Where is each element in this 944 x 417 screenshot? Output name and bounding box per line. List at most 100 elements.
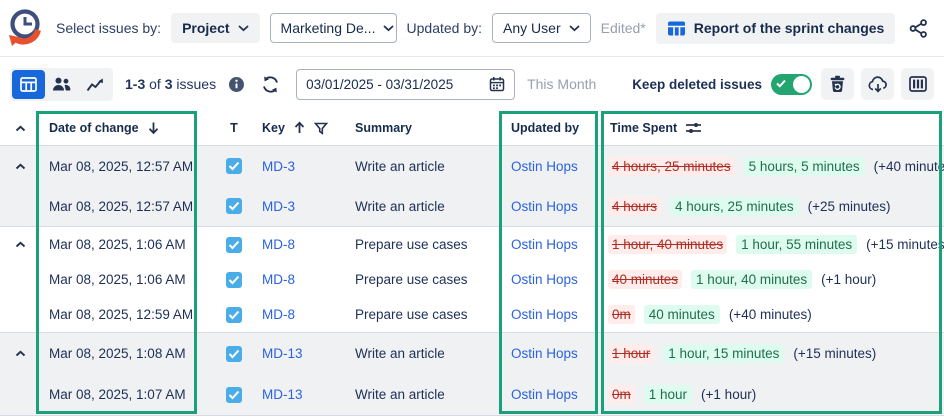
collapse-group-button[interactable] [11,346,30,361]
issue-key-link[interactable]: MD-3 [262,198,295,214]
issue-summary: Prepare use cases [355,272,468,287]
issue-group-md-3: Mar 08, 2025, 12:57 AM MD-3 Write an art… [0,146,944,227]
chart-view-button[interactable] [78,70,111,99]
task-type-icon[interactable] [226,158,242,174]
issue-key-link[interactable]: MD-13 [262,346,303,361]
date-of-change: Mar 08, 2025, 1:06 AM [49,237,186,252]
filter-icon [313,122,328,135]
chevron-up-icon [15,125,25,131]
date-of-change: Mar 08, 2025, 12:59 AM [49,307,194,322]
issue-key-link[interactable]: MD-8 [262,272,295,287]
date-of-change: Mar 08, 2025, 12:57 AM [49,158,194,174]
task-type-icon[interactable] [226,236,242,253]
updated-by-link[interactable]: Ostin Hops [511,346,578,361]
old-time-value: 4 hours, 25 minutes [608,156,735,176]
header-time-spent[interactable]: Time Spent [605,121,944,135]
updated-by-dropdown[interactable]: Any User [492,13,591,43]
header-summary[interactable]: Summary [355,121,412,135]
keep-deleted-label: Keep deleted issues [632,76,762,92]
info-icon[interactable] [228,76,245,93]
issue-summary: Prepare use cases [355,237,468,252]
changes-table: Date of change T Key Summary Updated by … [0,111,944,416]
new-time-value: 5 hours, 5 minutes [743,156,865,176]
time-delta: (+1 hour) [701,387,757,402]
toolbar-actions [905,14,944,42]
header-updated-by[interactable]: Updated by [511,121,580,135]
period-label: This Month [527,76,597,92]
collapse-group-button[interactable] [11,237,30,252]
sort-asc-icon [294,121,305,133]
chevron-up-icon [15,350,25,357]
chevron-up-icon [15,163,25,169]
restore-deleted-button[interactable] [821,68,854,100]
report-name-button[interactable]: Report of the sprint changes [655,12,896,44]
old-time-value: 1 hour [608,344,655,363]
manage-columns-button[interactable] [901,68,934,100]
export-download-button[interactable] [861,68,894,100]
line-chart-icon [86,78,103,91]
users-icon [53,77,71,91]
time-delta: (+1 hour) [821,272,877,287]
refresh-icon [263,75,278,93]
table-view-button[interactable] [12,69,45,99]
time-delta: (+25 minutes) [807,198,891,214]
issue-summary: Write an article [355,158,445,174]
time-delta: (+40 minutes) [728,307,812,322]
top-toolbar: Select issues by: Project Marketing De..… [0,0,944,57]
issue-key-link[interactable]: MD-8 [262,237,295,252]
edited-status: Edited* [600,20,646,36]
time-spent-cell: 0m 1 hour (+1 hour) [605,385,944,404]
table-header-row: Date of change T Key Summary Updated by … [0,111,944,146]
check-icon [776,79,786,88]
keep-deleted-toggle[interactable] [771,73,812,95]
old-time-value: 0m [608,385,635,404]
updated-by-link[interactable]: Ostin Hops [511,307,578,322]
issue-source-dropdown[interactable]: Project [171,13,260,43]
view-switcher [10,67,113,101]
header-type[interactable]: T [230,121,238,135]
date-range-input[interactable]: 03/01/2025 - 03/31/2025 [296,68,516,100]
collapse-all-button[interactable] [11,121,30,136]
task-type-icon[interactable] [226,306,242,323]
time-delta: (+15 minutes) [793,346,877,361]
task-type-icon[interactable] [226,386,242,403]
date-of-change: Mar 08, 2025, 1:06 AM [49,272,186,287]
task-type-icon[interactable] [226,198,242,214]
chevron-up-icon [15,241,25,248]
updated-by-label: Updated by: [406,20,483,36]
updated-by-link[interactable]: Ostin Hops [511,158,578,174]
share-button[interactable] [905,15,932,42]
header-date-of-change[interactable]: Date of change [40,121,212,135]
table-row: Mar 08, 2025, 1:06 AM MD-8 Prepare use c… [0,262,944,297]
trash-restore-icon [830,75,845,93]
updated-by-link[interactable]: Ostin Hops [511,387,578,402]
table-row: Mar 08, 2025, 12:57 AM MD-3 Write an art… [0,186,944,226]
task-type-icon[interactable] [226,345,242,362]
table-row: Mar 08, 2025, 1:07 AM MD-13 Write an art… [0,374,944,415]
issue-key-link[interactable]: MD-3 [262,158,295,174]
table-view-icon [20,76,37,92]
updated-by-link[interactable]: Ostin Hops [511,198,578,214]
users-view-button[interactable] [45,70,78,99]
updated-by-link[interactable]: Ostin Hops [511,272,578,287]
task-type-icon[interactable] [226,271,242,288]
issue-key-link[interactable]: MD-8 [262,307,295,322]
header-key[interactable]: Key [256,121,350,135]
issues-count: 1-3 of 3 issues [125,76,217,92]
issue-key-link[interactable]: MD-13 [262,387,303,402]
updated-by-link[interactable]: Ostin Hops [511,237,578,252]
collapse-group-button[interactable] [11,159,30,174]
old-time-value: 4 hours [608,196,662,216]
refresh-button[interactable] [257,71,284,98]
time-spent-cell: 4 hours, 25 minutes 5 hours, 5 minutes (… [605,156,944,176]
new-time-value: 1 hour [643,385,693,404]
time-delta: (+15 minutes) [866,237,944,252]
time-delta: (+40 minutes) [873,158,944,174]
new-time-value: 1 hour, 40 minutes [691,270,813,289]
project-dropdown[interactable]: Marketing De... [269,13,397,43]
issue-group-md-8: Mar 08, 2025, 1:06 AM MD-8 Prepare use c… [0,227,944,333]
date-of-change: Mar 08, 2025, 1:08 AM [49,346,186,361]
issue-summary: Write an article [355,387,445,402]
table-row: Mar 08, 2025, 12:57 AM MD-3 Write an art… [0,146,944,186]
